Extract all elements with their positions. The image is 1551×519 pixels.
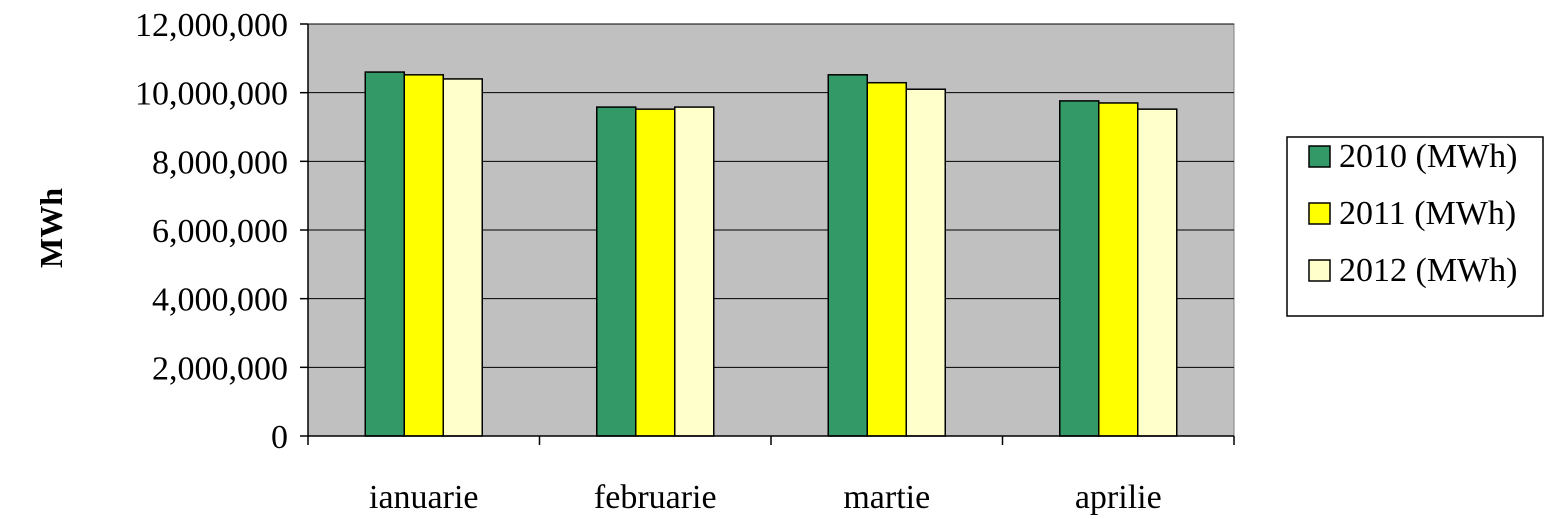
bar-aprilie-2012: [1137, 108, 1178, 437]
x-tick-label: februarie: [594, 479, 717, 516]
x-tick-label: martie: [843, 479, 930, 516]
x-axis-ticks: ianuarie februarie martie aprilie: [307, 436, 1235, 516]
y-axis-ticks: 0 2,000,000 4,000,000 6,000,000 8,000,000 10,…: [135, 7, 308, 456]
y-tick-label: 0: [271, 419, 288, 456]
bar-aprilie-2010: [1059, 100, 1100, 437]
bars: [364, 71, 1178, 437]
bar-ianuarie-2011: [403, 74, 444, 437]
y-axis-title: MWh: [33, 188, 69, 268]
legend-items: 2010 (MWh) 2011 (MWh) 2012 (MWh): [1308, 138, 1517, 289]
bar-ianuarie-2010: [364, 71, 405, 437]
bar-februarie-2010: [596, 106, 637, 437]
y-tick-label: 4,000,000: [152, 282, 288, 319]
bar-februarie-2012: [674, 106, 715, 437]
legend: 2010 (MWh) 2011 (MWh) 2012 (MWh): [1286, 136, 1544, 317]
bar-aprilie-2011: [1098, 102, 1139, 437]
y-tick-label: 8,000,000: [152, 144, 288, 181]
x-tick-label: ianuarie: [369, 479, 479, 516]
legend-swatch: [1308, 145, 1331, 168]
legend-label: 2011 (MWh): [1339, 195, 1516, 232]
y-tick-label: 10,000,000: [135, 76, 288, 113]
bar-ianuarie-2012: [442, 78, 483, 437]
legend-swatch: [1308, 202, 1331, 225]
legend-label: 2012 (MWh): [1339, 252, 1517, 289]
bar-martie-2011: [866, 81, 907, 437]
bar-februarie-2011: [635, 108, 676, 437]
legend-label: 2010 (MWh): [1339, 138, 1517, 175]
bar-martie-2012: [905, 88, 946, 437]
legend-swatch: [1308, 259, 1331, 282]
y-tick-label: 12,000,000: [135, 7, 288, 44]
y-tick-label: 2,000,000: [152, 350, 288, 387]
bar-martie-2010: [827, 74, 868, 437]
y-tick-label: 6,000,000: [152, 213, 288, 250]
x-tick-label: aprilie: [1075, 479, 1162, 516]
